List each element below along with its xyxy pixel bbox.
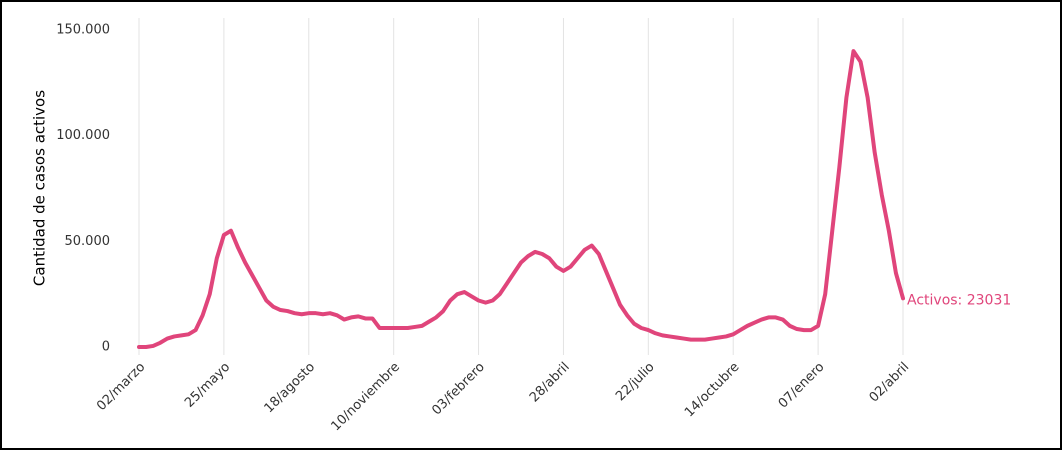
y-axis-label: Cantidad de casos activos xyxy=(31,90,49,286)
y-tick-label: 0 xyxy=(102,340,110,355)
y-tick-label: 100.000 xyxy=(56,128,110,143)
y-tick-label: 50.000 xyxy=(65,234,111,249)
line xyxy=(137,49,905,349)
annotation: Activos: 23031 xyxy=(907,292,1011,308)
y-tick-label: 150.000 xyxy=(56,23,110,38)
